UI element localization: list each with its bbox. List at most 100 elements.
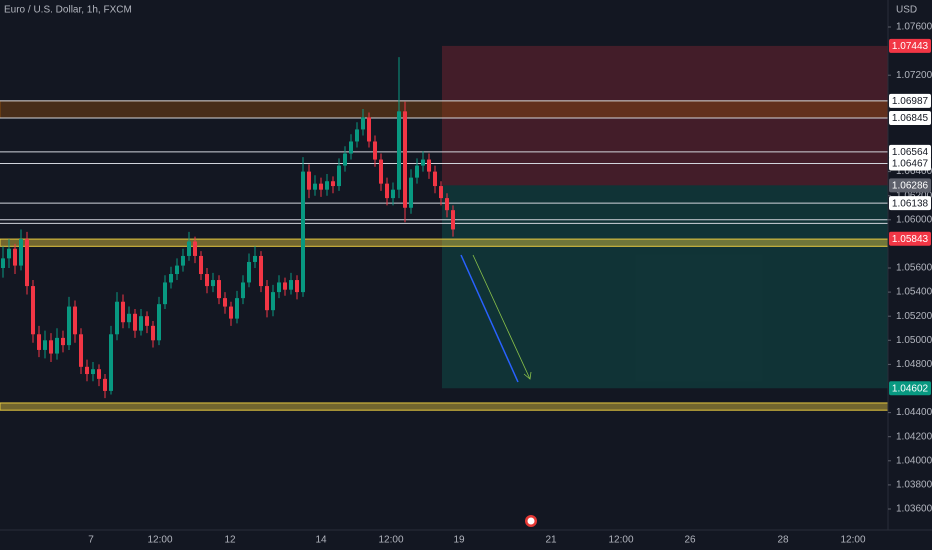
candle-body bbox=[211, 280, 215, 287]
candle-body bbox=[433, 171, 437, 187]
candle-body bbox=[67, 306, 71, 346]
candle-body bbox=[187, 241, 191, 256]
price-badge bbox=[889, 196, 931, 211]
candle-body bbox=[49, 340, 53, 354]
candle-body bbox=[127, 313, 131, 323]
target-zone bbox=[442, 185, 888, 389]
price-badge bbox=[889, 144, 931, 159]
candle-body bbox=[277, 282, 281, 293]
candle-body bbox=[253, 255, 257, 262]
price-badge-label: 1.06138 bbox=[892, 198, 929, 209]
price-axis: 1.07600 1.07200 1.06400 1.06200 1.06000 1.056… bbox=[888, 22, 932, 515]
y-tick-label: 1.06400 bbox=[896, 166, 932, 177]
price-badge-label: 1.05843 bbox=[892, 234, 929, 245]
candle-body bbox=[19, 239, 23, 266]
y-tick-label: 1.06000 bbox=[896, 214, 932, 225]
zones bbox=[0, 45, 889, 411]
candle-body bbox=[37, 334, 41, 350]
price-badge-label: 1.06467 bbox=[892, 159, 929, 170]
price-badge bbox=[889, 93, 931, 108]
candle-body bbox=[169, 274, 173, 283]
x-tick-label: 19 bbox=[453, 535, 465, 546]
candle-body bbox=[133, 313, 137, 331]
candle-body bbox=[97, 369, 101, 379]
candle-body bbox=[259, 255, 263, 287]
candle-body bbox=[79, 334, 83, 367]
candle-body bbox=[265, 286, 269, 311]
y-tick-label: 1.07600 bbox=[896, 22, 932, 33]
candle-body bbox=[427, 159, 431, 172]
projection-arrow bbox=[460, 254, 519, 383]
candle-body bbox=[379, 159, 383, 184]
y-tick-label: 1.05600 bbox=[896, 263, 932, 274]
plot bbox=[1, 57, 455, 399]
candle-body bbox=[85, 366, 89, 375]
candle-body bbox=[373, 141, 377, 160]
candle-body bbox=[181, 255, 185, 266]
zone bbox=[0, 402, 889, 411]
candle-body bbox=[313, 183, 317, 190]
x-tick-label: 12:00 bbox=[608, 535, 633, 546]
candle-body bbox=[25, 239, 29, 287]
price-badge bbox=[889, 231, 931, 246]
price-badge-label: 1.06987 bbox=[892, 96, 929, 107]
candle-body bbox=[331, 181, 335, 187]
candle-body bbox=[397, 111, 401, 190]
candle-body bbox=[271, 292, 275, 311]
candle-body bbox=[121, 301, 125, 323]
candle-body bbox=[409, 177, 413, 208]
candle-body bbox=[229, 306, 233, 319]
candle-body bbox=[217, 280, 221, 299]
candle-body bbox=[301, 171, 305, 293]
candle-body bbox=[61, 337, 65, 346]
candle-body bbox=[7, 248, 11, 259]
projection-arrow bbox=[472, 254, 531, 380]
y-tick-label: 1.05200 bbox=[896, 311, 932, 322]
price-badge-label: 1.06286 bbox=[892, 180, 929, 191]
candle-body bbox=[43, 340, 47, 350]
candle-body bbox=[205, 274, 209, 287]
candle-body bbox=[337, 165, 341, 187]
candle-body bbox=[247, 261, 251, 283]
x-tick-label: 12 bbox=[224, 535, 236, 546]
candle-body bbox=[139, 316, 143, 331]
x-tick-label: 28 bbox=[777, 535, 789, 546]
candle-body bbox=[175, 265, 179, 275]
price-badge bbox=[889, 38, 931, 53]
candle-body bbox=[367, 117, 371, 142]
x-tick-label: 21 bbox=[545, 535, 557, 546]
y-tick-label: 1.03800 bbox=[896, 480, 932, 491]
candle-body bbox=[109, 334, 113, 391]
x-tick-label: 14 bbox=[315, 535, 327, 546]
chart-title: Euro / U.S. Dollar, 1h, FXCM bbox=[4, 5, 132, 16]
candle-body bbox=[391, 189, 395, 199]
arrow-head bbox=[523, 371, 532, 380]
y-tick-label: 1.04200 bbox=[896, 431, 932, 442]
x-tick-label: 7 bbox=[88, 535, 94, 546]
candle-body bbox=[223, 298, 227, 307]
candle-body bbox=[157, 304, 161, 341]
y-tick-label: 1.05000 bbox=[896, 335, 932, 346]
candle-body bbox=[145, 316, 149, 326]
candle-body bbox=[451, 210, 455, 230]
candle-body bbox=[241, 282, 245, 299]
x-tick-label: 12:00 bbox=[147, 535, 172, 546]
price-badge-label: 1.07443 bbox=[892, 41, 929, 52]
y-tick-label: 1.06200 bbox=[896, 190, 932, 201]
x-tick-label: 26 bbox=[684, 535, 696, 546]
y-tick-label: 1.03600 bbox=[896, 504, 932, 515]
y-tick-label: 1.05400 bbox=[896, 287, 932, 298]
candle-body bbox=[163, 282, 167, 305]
candle-body bbox=[295, 280, 299, 293]
candle-body bbox=[439, 186, 443, 199]
candle-body bbox=[13, 248, 17, 266]
x-tick-label: 12:00 bbox=[378, 535, 403, 546]
y-tick-label: 1.04000 bbox=[896, 455, 932, 466]
candle-body bbox=[115, 301, 119, 335]
candle-body bbox=[421, 159, 425, 166]
candle-body bbox=[1, 258, 5, 268]
price-badge bbox=[889, 178, 931, 193]
price-badge bbox=[889, 381, 931, 396]
